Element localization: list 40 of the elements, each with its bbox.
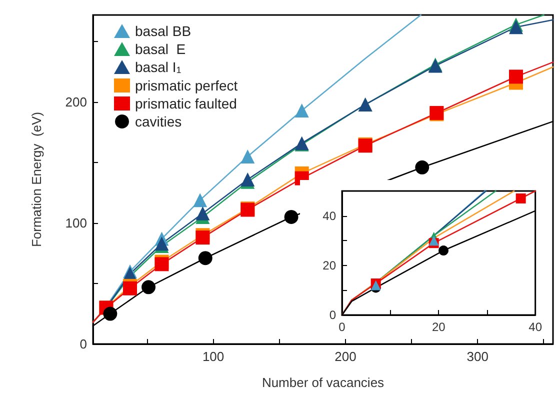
y-axis-title: Formation Energy (eV) (29, 112, 44, 248)
point (508, 70, 523, 84)
point (284, 210, 298, 224)
y-tick-label: 200 (65, 94, 87, 110)
y-tick-label: 0 (80, 336, 87, 352)
point (154, 236, 169, 251)
point (240, 172, 255, 186)
point (196, 206, 210, 220)
x-tick-label: 100 (202, 349, 224, 364)
x-tick-label: 40 (528, 320, 542, 334)
legend-label: prismatic perfect (135, 78, 238, 94)
point (103, 306, 118, 321)
point (508, 20, 523, 34)
legend-label: basal BB (135, 23, 192, 39)
point (198, 251, 212, 266)
point (428, 236, 439, 246)
point (196, 230, 210, 245)
y-tick-label: 100 (65, 216, 87, 231)
x-tick-label: 200 (334, 349, 356, 364)
legend-label: cavities (135, 114, 182, 130)
point (142, 280, 156, 294)
point (123, 281, 138, 296)
point (438, 246, 448, 256)
x-tick-label: 300 (466, 349, 489, 364)
y-tick-label: 20 (322, 258, 336, 272)
legend-label: basal E (135, 41, 186, 57)
point (294, 104, 309, 118)
x-tick-label: 0 (338, 320, 346, 334)
point (415, 160, 430, 174)
point (516, 193, 526, 204)
legend-label: prismatic faulted (135, 96, 237, 112)
y-tick-label: 0 (329, 308, 336, 322)
point (193, 193, 208, 208)
y-tick-label: 40 (322, 208, 336, 223)
legend-label: basal I1 (135, 59, 182, 75)
line-series (92, 14, 422, 323)
x-tick-label: 20 (432, 320, 446, 334)
point (240, 150, 255, 164)
point (154, 257, 169, 272)
x-axis-title: Number of vacancies (262, 375, 385, 390)
